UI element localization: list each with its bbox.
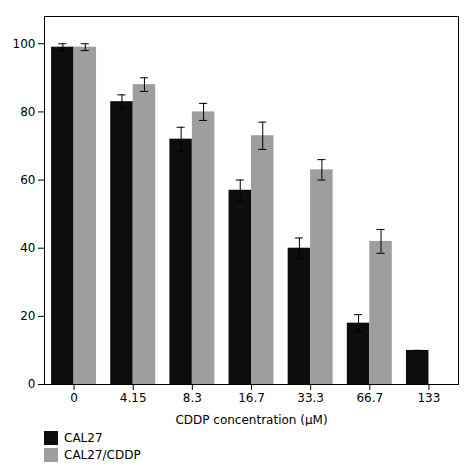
svg-text:16.7: 16.7 <box>238 391 265 405</box>
svg-text:33.3: 33.3 <box>297 391 324 405</box>
svg-text:0: 0 <box>28 377 36 391</box>
svg-text:20: 20 <box>20 309 35 323</box>
html-text:CAL27: CAL27 <box>64 431 103 445</box>
svg-text:0: 0 <box>70 391 78 405</box>
svg-text:4.15: 4.15 <box>120 391 147 405</box>
svg-text:CDDP concentration (μM): CDDP concentration (μM) <box>175 413 327 427</box>
svg-text:40: 40 <box>20 241 35 255</box>
svg-text:66.7: 66.7 <box>356 391 383 405</box>
svg-text:80: 80 <box>20 105 35 119</box>
svg-text:100: 100 <box>13 37 36 51</box>
svg-text:60: 60 <box>20 173 35 187</box>
svg-text:133: 133 <box>417 391 440 405</box>
html-text:CAL27/CDDP: CAL27/CDDP <box>64 448 141 462</box>
svg-text:8.3: 8.3 <box>183 391 202 405</box>
